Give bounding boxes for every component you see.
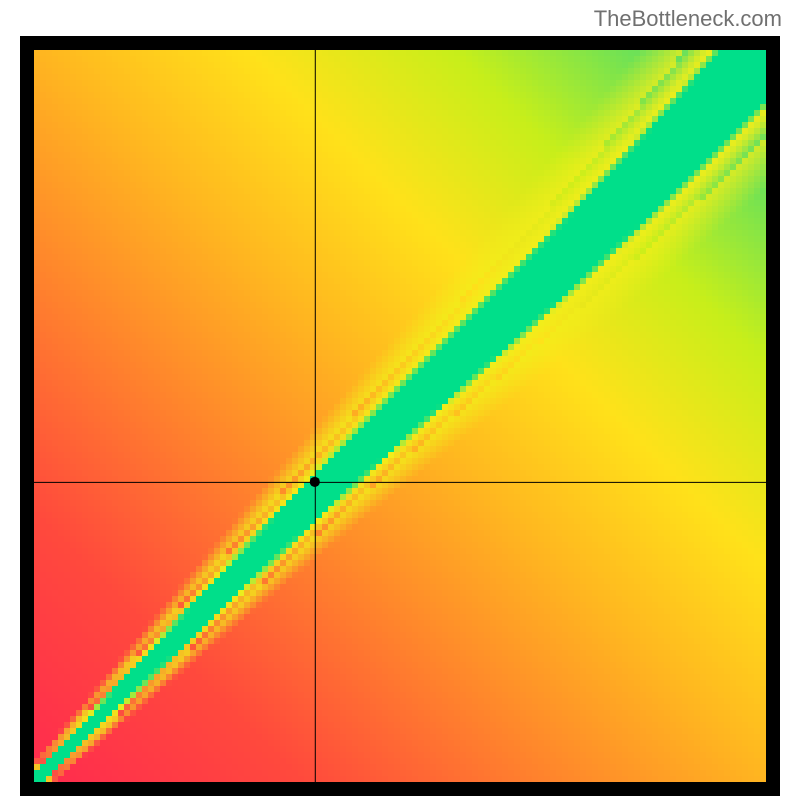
watermark-text: TheBottleneck.com <box>594 6 782 32</box>
heatmap-canvas <box>34 50 766 782</box>
heatmap-plot <box>34 50 766 782</box>
chart-frame <box>20 36 780 796</box>
